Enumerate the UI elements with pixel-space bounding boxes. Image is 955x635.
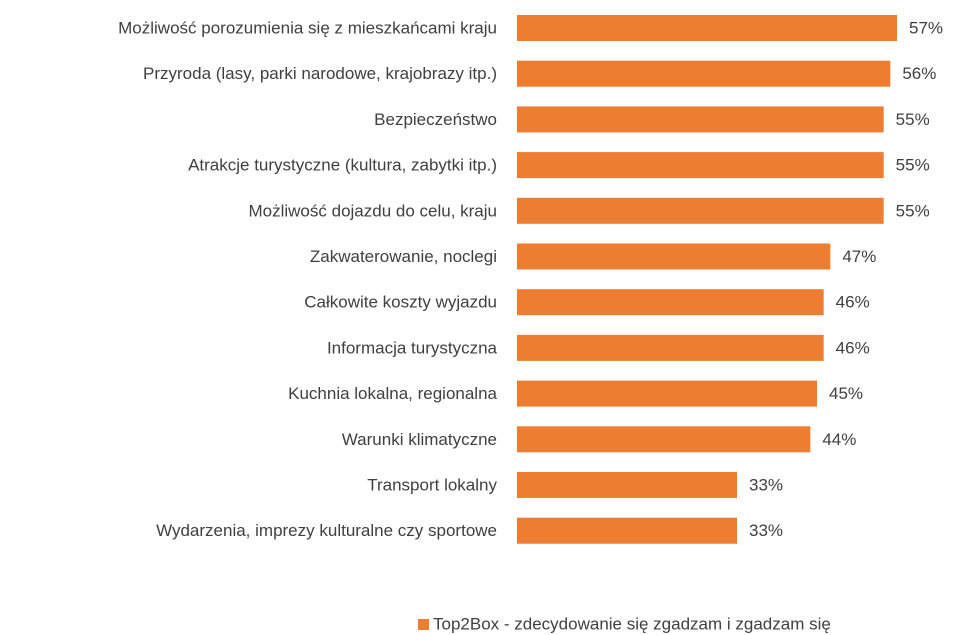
data-label: 55% [896,110,930,129]
y-tick-label: Warunki klimatyczne [342,430,497,449]
y-tick-label: Wydarzenia, imprezy kulturalne czy sport… [156,521,497,540]
y-tick-label: Możliwość dojazdu do celu, kraju [248,201,497,220]
bar [517,197,884,224]
data-label: 56% [902,64,936,83]
data-label: 57% [909,18,943,37]
data-label: 46% [836,293,870,312]
y-tick-label: Całkowite koszty wyjazdu [304,293,497,312]
data-label: 55% [896,156,930,175]
data-label: 46% [836,338,870,357]
data-label: 44% [822,430,856,449]
bar [517,106,884,133]
bar [517,289,824,316]
y-tick-label: Informacja turystyczna [327,338,498,357]
y-tick-label: Bezpieczeństwo [374,110,497,129]
bar [517,60,891,87]
legend-swatch [418,619,429,630]
y-tick-label: Transport lokalny [367,475,497,494]
y-tick-label: Zakwaterowanie, noclegi [310,247,497,266]
data-label: 47% [842,247,876,266]
y-tick-label: Przyroda (lasy, parki narodowe, krajobra… [143,64,497,83]
y-tick-label: Kuchnia lokalna, regionalna [288,384,497,403]
bar [517,15,897,41]
y-tick-label: Możliwość porozumienia się z mieszkańcam… [118,18,497,37]
bar [517,472,737,498]
legend-label: Top2Box - zdecydowanie się zgadzam i zga… [433,614,831,633]
data-label: 33% [749,521,783,540]
data-label: 33% [749,475,783,494]
bar [517,426,811,453]
bar [517,243,831,270]
data-label: 45% [829,384,863,403]
bar [517,334,824,361]
y-tick-label: Atrakcje turystyczne (kultura, zabytki i… [188,156,497,175]
data-label: 55% [896,201,930,220]
bar [517,380,817,407]
bar [517,152,884,179]
bar [517,517,737,544]
